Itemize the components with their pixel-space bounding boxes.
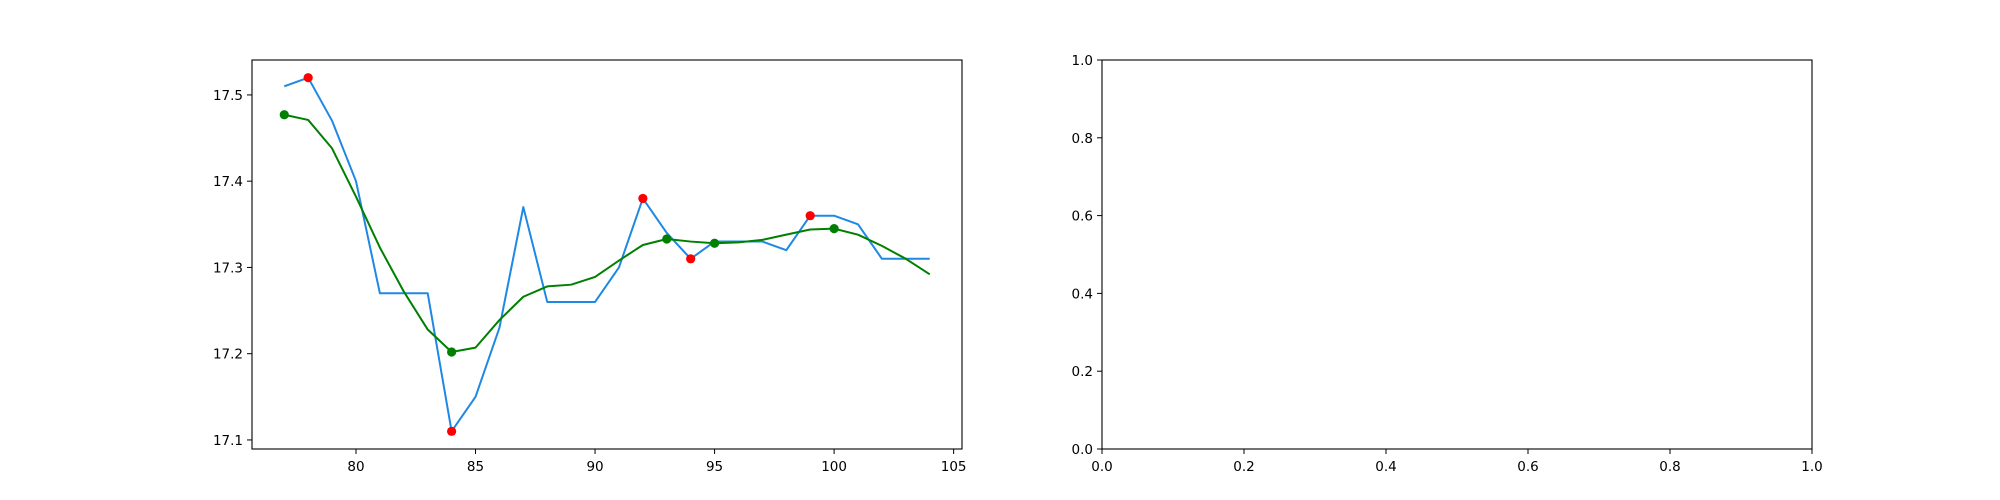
y-tick-label: 17.5 bbox=[213, 88, 243, 104]
y-tick-label: 0.2 bbox=[1072, 364, 1093, 380]
x-tick-label: 1.0 bbox=[1801, 459, 1822, 475]
x-tick-label: 95 bbox=[706, 459, 723, 475]
marker-point-1-1 bbox=[447, 347, 457, 357]
y-tick-label: 0.4 bbox=[1072, 286, 1093, 302]
y-tick-label: 17.1 bbox=[213, 433, 243, 449]
marker-point-1-0 bbox=[279, 110, 289, 120]
marker-point-1-4 bbox=[829, 224, 839, 234]
marker-point-0-3 bbox=[686, 254, 696, 264]
y-tick-label: 1.0 bbox=[1072, 53, 1093, 69]
right-axes: 0.0 0.2 0.4 0.6 0.8 1.0 0.0 0.2 0.4 0.6 0.8 1.0 bbox=[1072, 53, 1823, 475]
x-tick-label: 0.8 bbox=[1659, 459, 1680, 475]
y-tick-label: 0.6 bbox=[1072, 209, 1093, 225]
x-tick-label: 0.2 bbox=[1233, 459, 1254, 475]
x-tick-label: 85 bbox=[467, 459, 484, 475]
marker-point-0-1 bbox=[447, 426, 457, 436]
series-line-1 bbox=[284, 113, 931, 353]
y-tick-label: 17.4 bbox=[213, 174, 243, 190]
marker-point-0-4 bbox=[805, 211, 815, 221]
x-tick-label: 90 bbox=[586, 459, 603, 475]
marker-point-1-2 bbox=[662, 234, 672, 244]
x-tick-label: 0.4 bbox=[1375, 459, 1396, 475]
y-tick-label: 0.8 bbox=[1072, 131, 1093, 147]
x-tick-label: 100 bbox=[821, 459, 847, 475]
axes-frame bbox=[1101, 59, 1813, 450]
marker-point-1-3 bbox=[709, 238, 720, 248]
x-tick-label: 105 bbox=[941, 459, 967, 475]
marker-point-0-2 bbox=[638, 193, 648, 204]
x-tick-label: 0.0 bbox=[1091, 459, 1112, 475]
series-line-0 bbox=[283, 76, 930, 433]
y-tick-label: 0.0 bbox=[1072, 442, 1093, 458]
y-tick-label: 17.2 bbox=[213, 347, 243, 363]
marker-point-0-0 bbox=[303, 73, 313, 83]
x-tick-label: 0.6 bbox=[1517, 459, 1538, 475]
y-tick-label: 17.3 bbox=[213, 260, 243, 276]
left-axes: 80 85 90 95 100 105 17.1 17.2 17.3 17.4 17.5 bbox=[213, 59, 967, 475]
x-tick-label: 80 bbox=[347, 459, 364, 475]
axes-frame bbox=[251, 59, 963, 450]
